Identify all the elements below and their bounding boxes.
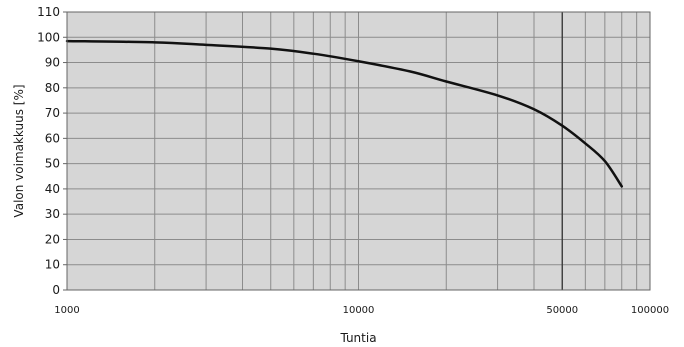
y-tick-label: 30	[45, 207, 60, 221]
x-tick-label: 100000	[631, 305, 669, 316]
x-tick-label: 1000	[54, 305, 79, 316]
plot-frame	[66, 11, 651, 291]
series-line	[65, 39, 624, 188]
y-tick-label: 80	[45, 81, 60, 95]
y-tick-label: 70	[45, 106, 60, 120]
y-tick-label: 60	[45, 131, 60, 145]
y-tick-label: 50	[45, 157, 60, 171]
y-tick-label: 110	[37, 5, 60, 19]
x-axis-title: Tuntia	[339, 331, 376, 345]
y-tick-label: 20	[45, 232, 60, 246]
y-tick-label: 0	[52, 283, 60, 297]
line-series	[65, 39, 624, 188]
y-tick-label: 40	[45, 182, 60, 196]
y-tick-label: 90	[45, 56, 60, 70]
x-tick-label: 50000	[546, 305, 578, 316]
y-tick-label: 10	[45, 258, 60, 272]
grid	[67, 11, 650, 291]
y-axis-ticks: 0 10 20 30 40 50 60 70 80 90 100 110	[37, 5, 67, 297]
y-axis-title: Valon voimakkuus [%]	[12, 84, 26, 217]
x-axis-ticks: 1000 10000 50000 100000	[54, 305, 669, 316]
x-tick-label: 10000	[343, 305, 375, 316]
y-tick-label: 100	[37, 30, 60, 44]
